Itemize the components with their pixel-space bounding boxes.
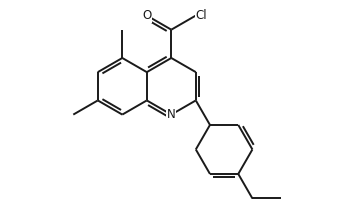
Text: O: O xyxy=(142,9,152,22)
Text: Cl: Cl xyxy=(196,9,207,22)
Text: N: N xyxy=(167,108,176,121)
